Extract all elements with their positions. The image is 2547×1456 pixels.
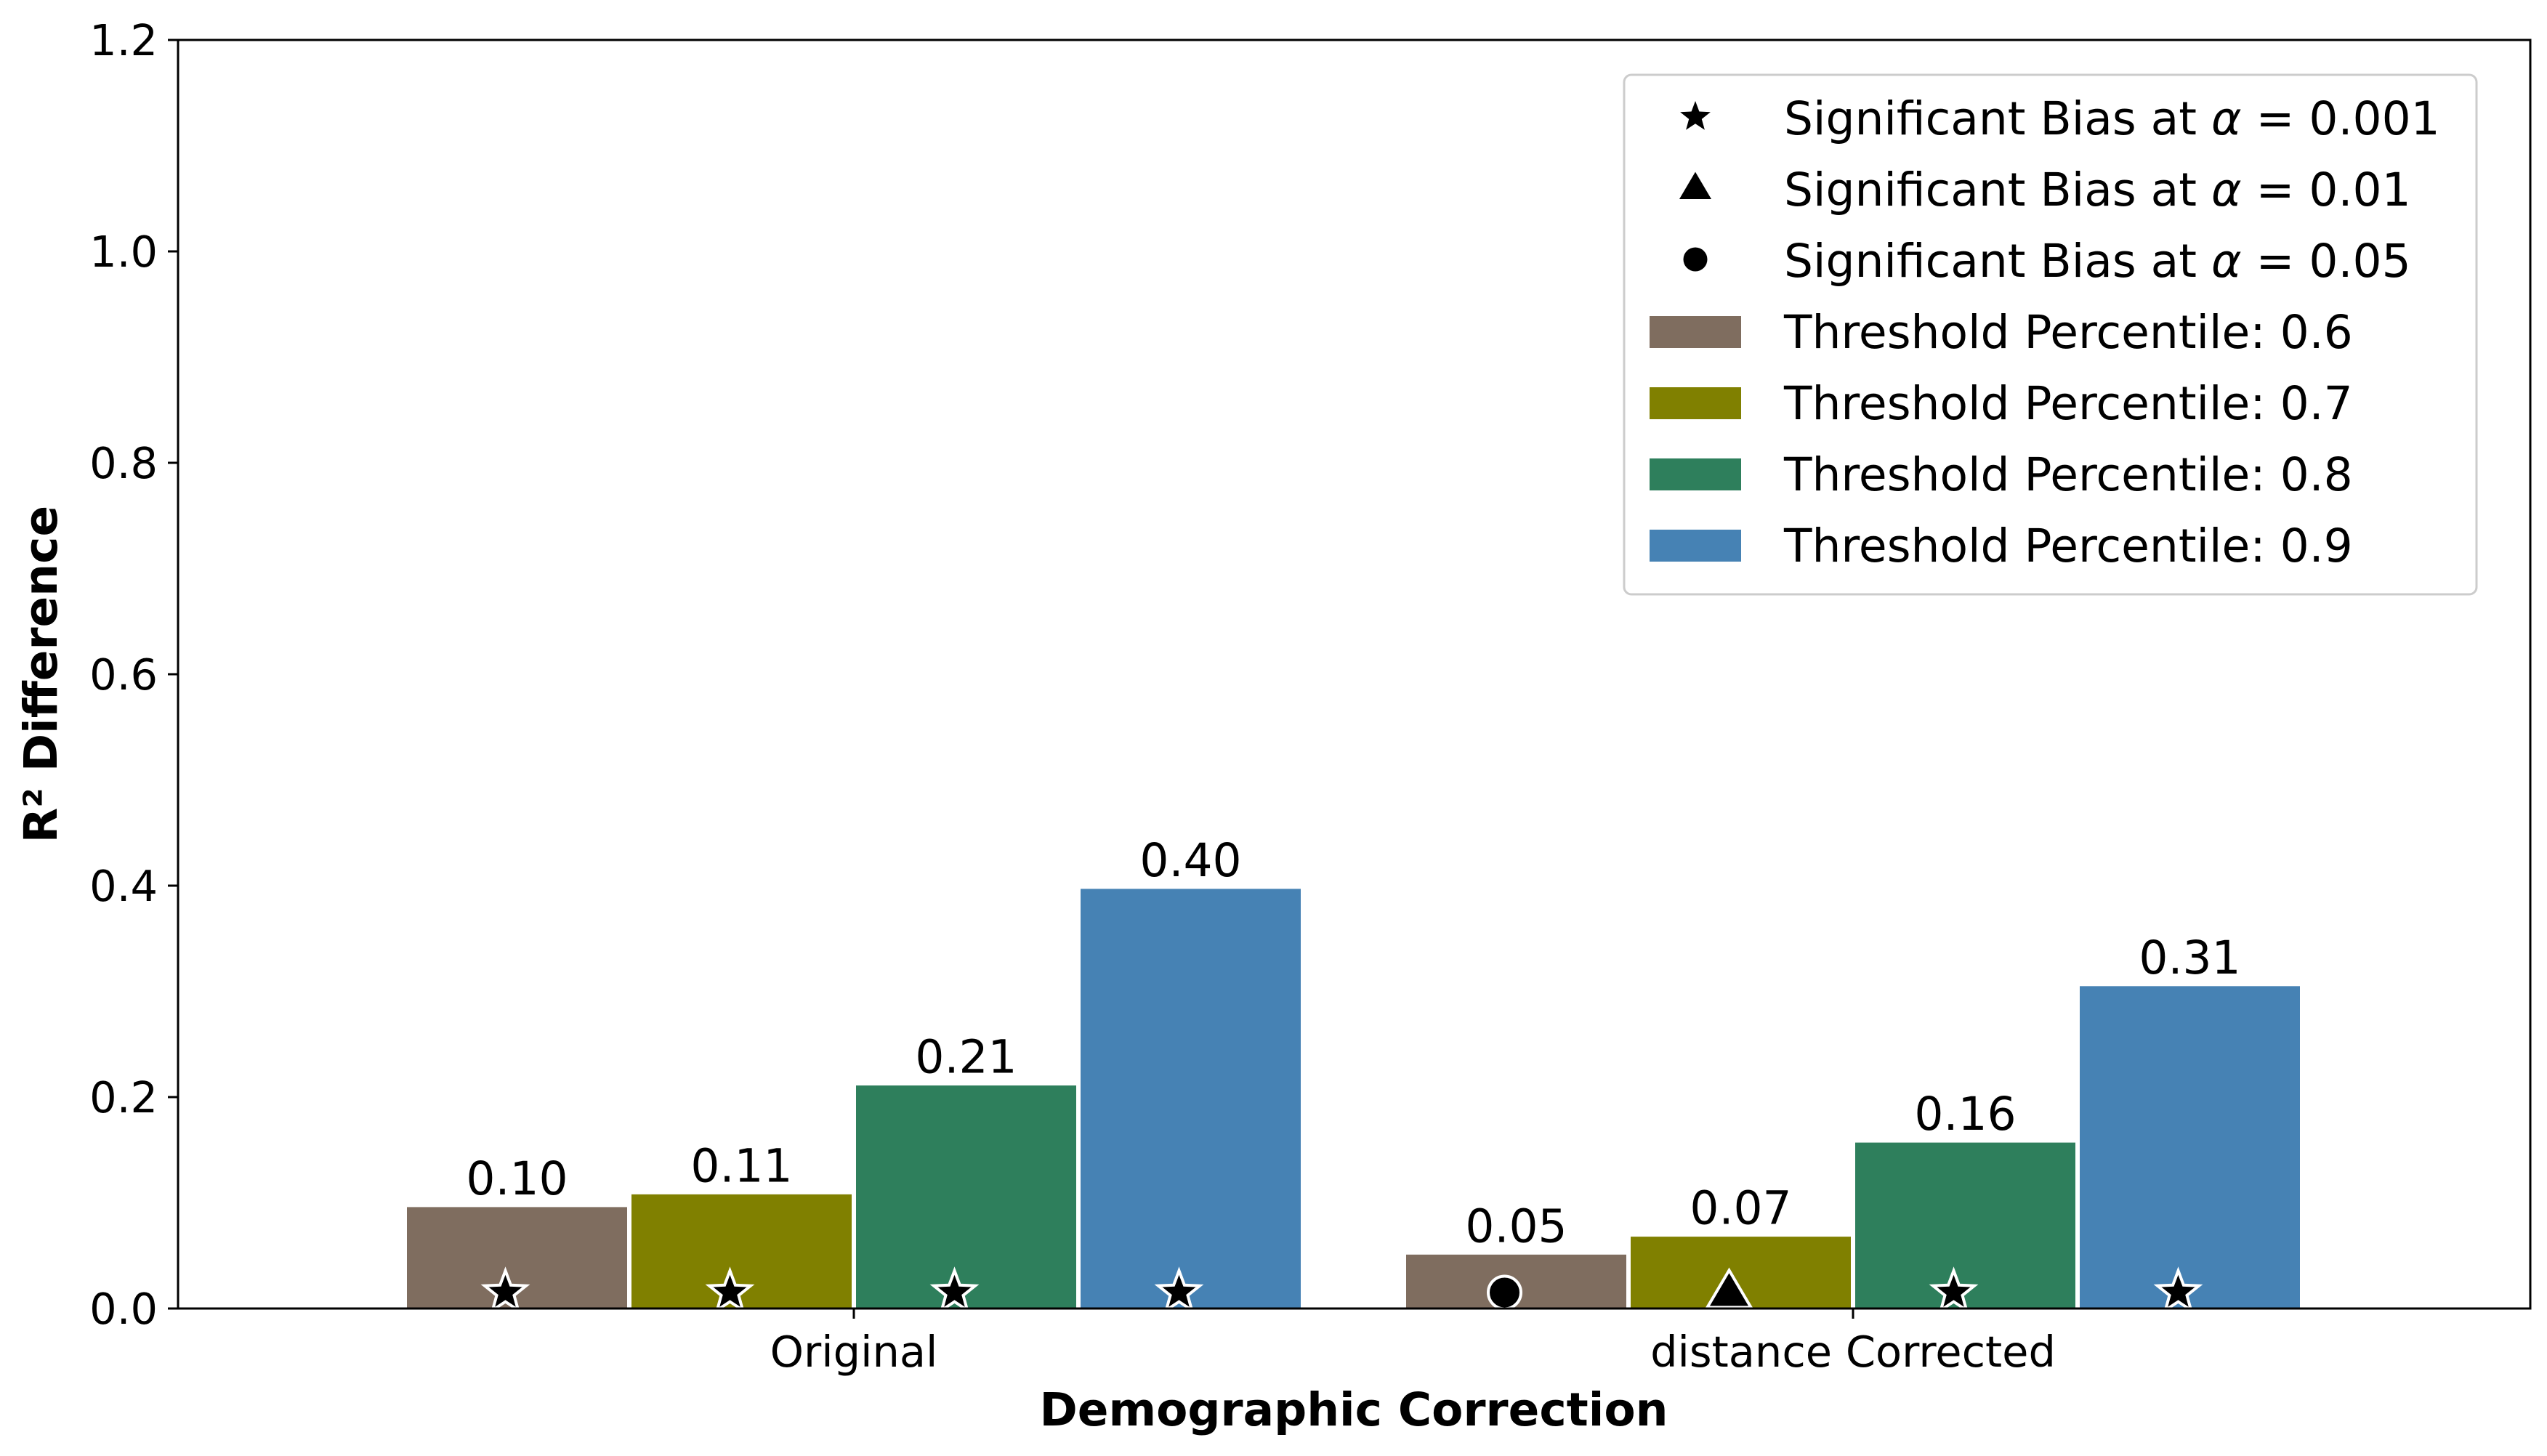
legend-series-label-2: Threshold Percentile: 0.8 [1783,448,2353,501]
significance-marker-0-0 [480,1266,530,1314]
y-tick-label-5: 1.0 [89,227,158,277]
bar-value-label-2-0: 0.21 [915,1031,1017,1084]
y-tick-label-1: 0.2 [89,1072,158,1123]
bar-value-label-3-0: 0.40 [1139,834,1241,887]
bar-value-label-0-1: 0.05 [1465,1200,1567,1253]
significance-marker-2-1 [1929,1266,1979,1314]
legend-marker-circle-icon [1683,247,1708,272]
legend-series-label-3: Threshold Percentile: 0.9 [1783,519,2353,573]
plot-area: 0.10 0.11 0.21 0.40 0.05 0.07 0.16 0.31 [177,39,2532,1314]
y-axis: 0.0 0.2 0.4 0.6 0.8 1.0 1.2 [89,15,178,1334]
bar-3-0 [1078,886,1303,1310]
legend-swatch-1 [1650,387,1741,419]
significance-markers [480,1266,2203,1314]
significance-marker-3-1 [2153,1266,2203,1314]
y-tick-label-3: 0.6 [89,650,158,700]
bar-value-label-2-1: 0.16 [1914,1088,2016,1141]
y-tick-label-2: 0.4 [89,861,158,911]
significance-marker-1-0 [705,1266,755,1314]
legend-swatch-3 [1650,530,1741,562]
significance-marker-1-1 [1705,1267,1753,1309]
significance-marker-2-0 [929,1266,980,1314]
legend-series-label-1: Threshold Percentile: 0.7 [1783,377,2353,430]
x-tick-label-1: distance Corrected [1650,1327,2056,1377]
bar-value-label-1-1: 0.07 [1690,1182,1791,1235]
bar-value-label-3-1: 0.31 [2139,931,2240,984]
bar-value-label-0-0: 0.10 [466,1152,568,1205]
y-tick-label-4: 0.8 [89,438,158,488]
bar-2-0 [854,1083,1078,1310]
bar-3-1 [2078,984,2302,1310]
bar-value-labels: 0.10 0.11 0.21 0.40 0.05 0.07 0.16 0.31 [466,834,2240,1253]
significance-marker-3-0 [1154,1266,1204,1314]
legend-marker-triangle-icon [1679,171,1711,199]
legend-series-label-0: Threshold Percentile: 0.6 [1783,306,2353,359]
legend-box [1623,73,2478,596]
x-tick-label-0: Original [770,1327,938,1377]
legend-marker-label-0: Significant Bias at α = 0.001 [1784,92,2440,145]
legend-marker-star-icon [1680,101,1711,130]
y-tick-label-6: 1.2 [89,15,158,65]
legend-marker-label-1: Significant Bias at α = 0.01 [1784,163,2411,217]
legend-marker-label-2: Significant Bias at α = 0.05 [1784,235,2411,288]
significance-marker-0-1 [1487,1274,1522,1311]
legend-swatch-0 [1650,316,1741,348]
y-tick-label-0: 0.0 [89,1284,158,1334]
x-axis: Original distance Corrected [770,1309,2056,1377]
y-axis-label: R² Difference [15,506,68,843]
bars-group [405,886,2302,1310]
bar-value-label-1-0: 0.11 [690,1139,792,1192]
bar-2-1 [1853,1140,2078,1310]
legend: Significant Bias at α = 0.001 Significant… [1623,73,2478,596]
legend-swatch-2 [1650,458,1741,490]
x-axis-label: Demographic Correction [1039,1383,1668,1436]
